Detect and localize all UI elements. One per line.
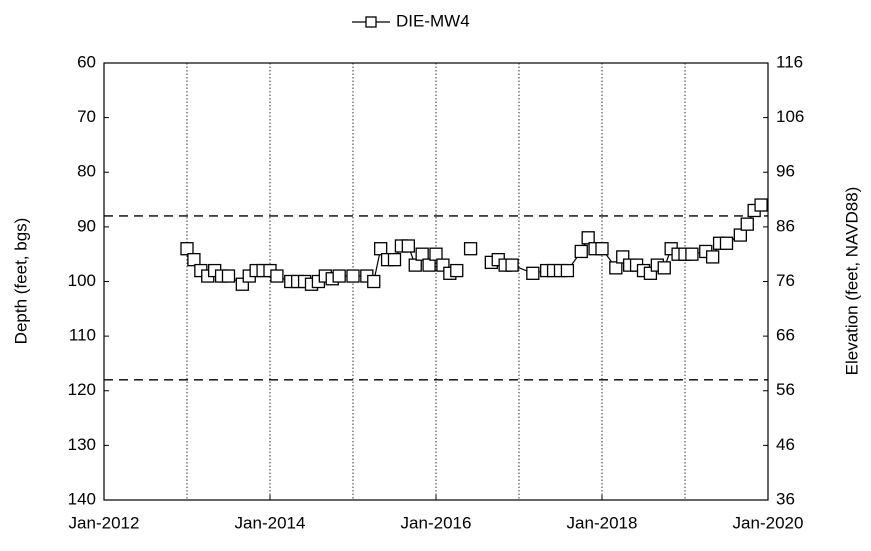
- y-tick-label: 90: [77, 216, 96, 235]
- data-point: [429, 247, 443, 261]
- data-point: [187, 252, 201, 267]
- x-tick-label: Jan-2012: [69, 513, 140, 532]
- legend-label: DIE-MW4: [396, 11, 470, 30]
- data-point: [346, 269, 360, 283]
- data-point: [574, 244, 588, 259]
- y-tick-label: 110: [69, 326, 96, 345]
- data-point: [657, 261, 671, 275]
- y2-tick-label: 36: [776, 489, 795, 508]
- data-point: [387, 252, 402, 267]
- data-point: [374, 242, 388, 256]
- y2-axis-label: Elevation (feet, NAVD88): [842, 187, 861, 376]
- x-tick-label: Jan-2016: [401, 513, 472, 532]
- data-point: [505, 258, 519, 272]
- data-point: [332, 269, 346, 283]
- x-tick-label: Jan-2018: [567, 513, 638, 532]
- data-point: [270, 269, 284, 283]
- y2-tick-label: 66: [776, 326, 795, 345]
- data-point: [180, 242, 194, 256]
- y2-tick-label: 56: [776, 380, 795, 399]
- data-point: [415, 247, 429, 261]
- y2-tick-label: 76: [776, 271, 795, 290]
- legend-marker: [365, 16, 377, 28]
- y2-tick-label: 106: [776, 107, 804, 126]
- x-tick-label: Jan-2020: [733, 513, 804, 532]
- data-point: [719, 236, 734, 250]
- data-point: [367, 274, 381, 289]
- y2-tick-label: 96: [776, 162, 795, 181]
- y-tick-label: 60: [77, 52, 96, 71]
- y-tick-label: 70: [77, 107, 96, 126]
- data-point: [733, 228, 747, 242]
- data-point: [754, 198, 768, 212]
- data-point: [706, 250, 720, 264]
- data-point: [450, 263, 464, 278]
- y-tick-label: 120: [68, 380, 96, 399]
- y-tick-label: 100: [68, 271, 96, 290]
- data-point: [463, 242, 478, 256]
- y-tick-label: 80: [77, 162, 96, 181]
- data-point: [401, 239, 415, 253]
- y2-tick-label: 116: [776, 52, 803, 71]
- data-point: [560, 263, 575, 278]
- data-point: [581, 231, 595, 245]
- data-point: [595, 242, 609, 256]
- data-point: [422, 258, 436, 272]
- data-point: [221, 269, 236, 283]
- data-point: [526, 266, 540, 280]
- data-point: [408, 258, 422, 272]
- y-axis-label: Depth (feet, bgs): [11, 218, 30, 345]
- data-point: [685, 247, 699, 261]
- data-point: [740, 217, 754, 231]
- data-point: [609, 261, 623, 275]
- y-tick-label: 140: [68, 489, 96, 508]
- y2-tick-label: 46: [776, 435, 795, 454]
- x-tick-label: Jan-2014: [235, 513, 306, 532]
- y-tick-label: 130: [68, 435, 96, 454]
- y2-tick-label: 86: [776, 216, 795, 235]
